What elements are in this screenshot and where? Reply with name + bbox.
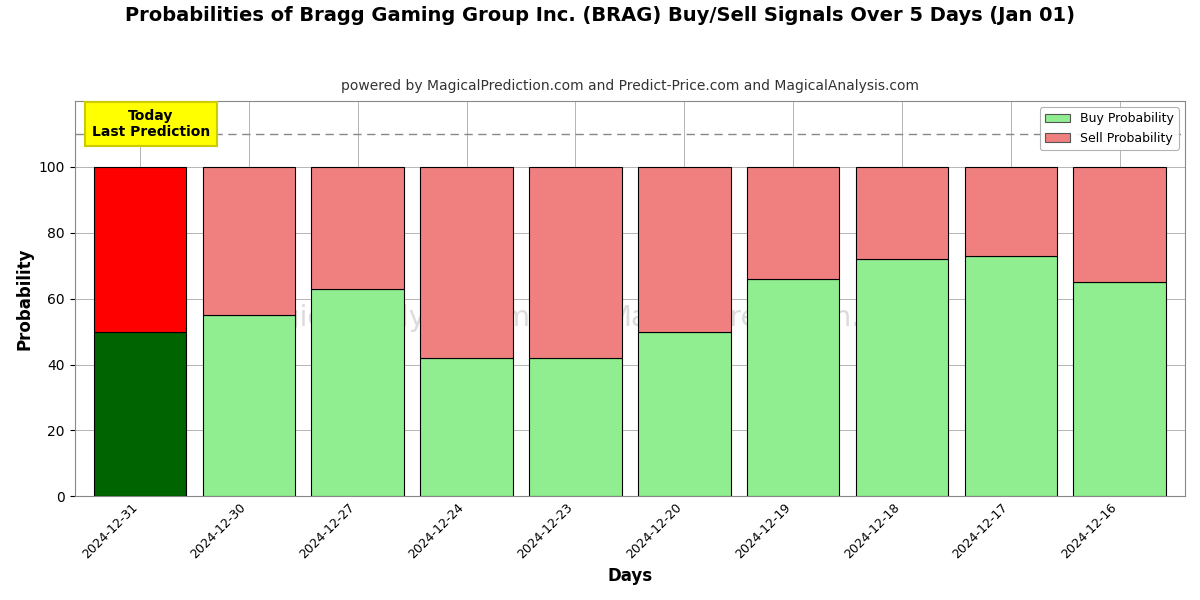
Text: Probabilities of Bragg Gaming Group Inc. (BRAG) Buy/Sell Signals Over 5 Days (Ja: Probabilities of Bragg Gaming Group Inc.… (125, 6, 1075, 25)
Bar (94, 332, 186, 496)
Bar (203, 167, 295, 315)
Legend: Buy Probability, Sell Probability: Buy Probability, Sell Probability (1040, 107, 1178, 149)
Bar (746, 279, 839, 496)
Bar (856, 259, 948, 496)
Y-axis label: Probability: Probability (16, 247, 34, 350)
Bar (638, 167, 731, 332)
Bar (529, 358, 622, 496)
Bar (746, 167, 839, 279)
X-axis label: Days: Days (607, 567, 653, 585)
Bar (94, 167, 186, 332)
Bar (312, 289, 404, 496)
Text: Today
Last Prediction: Today Last Prediction (91, 109, 210, 139)
Bar (529, 167, 622, 358)
Bar (420, 167, 512, 358)
Bar (1074, 167, 1166, 282)
Text: MagicalAnalysis.com: MagicalAnalysis.com (241, 304, 530, 332)
Title: powered by MagicalPrediction.com and Predict-Price.com and MagicalAnalysis.com: powered by MagicalPrediction.com and Pre… (341, 79, 919, 93)
Bar (1074, 282, 1166, 496)
Bar (203, 315, 295, 496)
Bar (965, 256, 1057, 496)
Text: MagicalPrediction.com: MagicalPrediction.com (607, 304, 919, 332)
Bar (420, 358, 512, 496)
Bar (856, 167, 948, 259)
Bar (965, 167, 1057, 256)
Bar (638, 332, 731, 496)
Bar (312, 167, 404, 289)
